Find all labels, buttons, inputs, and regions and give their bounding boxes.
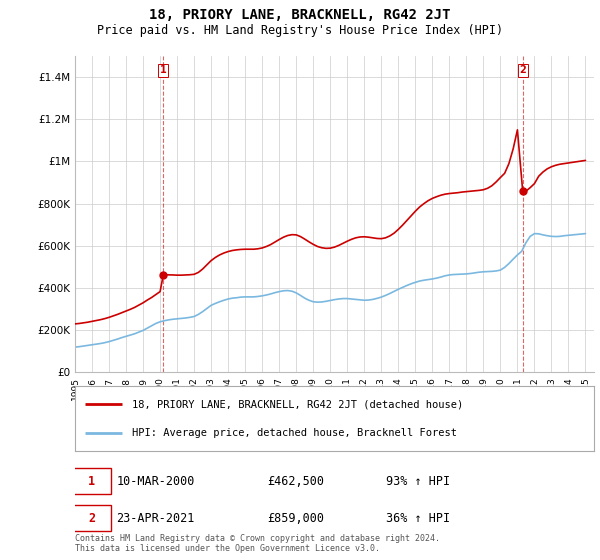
Text: 93% ↑ HPI: 93% ↑ HPI [386,475,451,488]
Text: 2: 2 [88,512,95,525]
Text: 18, PRIORY LANE, BRACKNELL, RG42 2JT: 18, PRIORY LANE, BRACKNELL, RG42 2JT [149,8,451,22]
Text: 18, PRIORY LANE, BRACKNELL, RG42 2JT (detached house): 18, PRIORY LANE, BRACKNELL, RG42 2JT (de… [132,399,463,409]
Text: £859,000: £859,000 [267,512,324,525]
Text: 1: 1 [88,475,95,488]
Text: Contains HM Land Registry data © Crown copyright and database right 2024.
This d: Contains HM Land Registry data © Crown c… [75,534,440,553]
FancyBboxPatch shape [73,468,112,494]
Text: 2: 2 [520,66,526,76]
Text: 23-APR-2021: 23-APR-2021 [116,512,195,525]
FancyBboxPatch shape [73,506,112,531]
Text: 10-MAR-2000: 10-MAR-2000 [116,475,195,488]
Text: £462,500: £462,500 [267,475,324,488]
Text: Price paid vs. HM Land Registry's House Price Index (HPI): Price paid vs. HM Land Registry's House … [97,24,503,36]
Text: HPI: Average price, detached house, Bracknell Forest: HPI: Average price, detached house, Brac… [132,428,457,438]
Text: 36% ↑ HPI: 36% ↑ HPI [386,512,451,525]
Text: 1: 1 [160,66,167,76]
